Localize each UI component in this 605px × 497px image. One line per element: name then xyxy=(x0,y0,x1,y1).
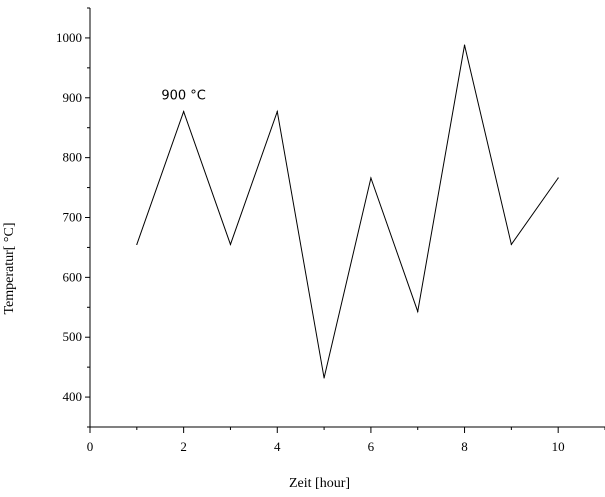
y-tick-label: 600 xyxy=(63,269,83,284)
y-tick-label: 1000 xyxy=(56,30,82,45)
y-tick-label: 900 xyxy=(63,90,83,105)
data-point xyxy=(417,310,419,313)
data-point xyxy=(463,44,466,46)
x-axis-title: Zeit [hour] xyxy=(289,476,350,491)
x-ticks: 0 2 4 6 8 10 xyxy=(87,427,605,454)
x-axis: 0 2 4 6 8 10 Zeit [hour] xyxy=(87,426,605,491)
data-point xyxy=(323,377,325,379)
data-point xyxy=(276,110,278,113)
data-point xyxy=(557,177,559,179)
y-axis-title: Temperatur[ °C] xyxy=(2,222,17,314)
plot-area: 900 °C xyxy=(136,44,559,379)
data-point xyxy=(370,177,372,179)
x-tick-label: 8 xyxy=(461,439,468,454)
series-line xyxy=(136,44,559,379)
peak-annotation: 900 °C xyxy=(161,89,206,104)
x-tick-label: 6 xyxy=(368,439,375,454)
x-tick-label: 10 xyxy=(552,439,565,454)
y-axis: 400 500 600 700 800 900 1000 Temperatur[ °C] xyxy=(2,7,91,428)
y-tick-label: 700 xyxy=(63,210,83,225)
x-tick-label: 2 xyxy=(180,439,187,454)
data-point xyxy=(229,243,232,246)
data-point xyxy=(510,243,512,246)
y-tick-label: 500 xyxy=(63,329,83,344)
y-tick-label: 400 xyxy=(63,389,83,404)
x-tick-label: 4 xyxy=(274,439,281,454)
x-tick-label: 0 xyxy=(87,439,94,454)
data-point xyxy=(183,110,185,113)
y-ticks: 400 500 600 700 800 900 1000 xyxy=(56,7,90,428)
y-tick-label: 800 xyxy=(63,150,83,165)
data-point xyxy=(136,243,138,246)
